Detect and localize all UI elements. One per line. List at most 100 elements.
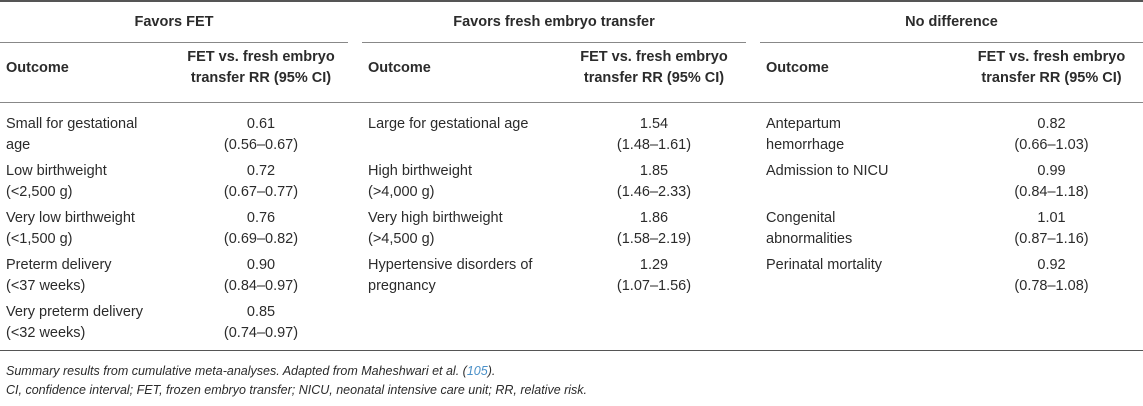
spacer (348, 0, 362, 43)
outcome-cell: Very high birthweight (>4,500 g) (362, 208, 562, 255)
outcome-text: abnormalities (766, 231, 853, 247)
table-footnotes: Summary results from cumulative meta-ana… (6, 362, 587, 400)
spacer (746, 208, 760, 255)
spacer (348, 161, 362, 208)
ci-range: (0.84–0.97) (223, 278, 299, 294)
outcome-text: Perinatal mortality (766, 257, 883, 273)
outcome-text: hemorrhage (766, 137, 845, 153)
rr-cell (562, 302, 746, 351)
table-row: Very preterm delivery (<32 weeks) 0.85 (0.7… (0, 302, 1143, 351)
rr-cell: 0.99 (0.84–1.18) (960, 161, 1143, 208)
rr-cell: 0.92 (0.78–1.08) (960, 255, 1143, 302)
table-row: Low birthweight (<2,500 g) 0.72 (0.67–0.77)… (0, 161, 1143, 208)
group-header-favors-fet: Favors FET (0, 0, 348, 43)
table-row: Preterm delivery (<37 weeks) 0.90 (0.84–0.9… (0, 255, 1143, 302)
outcome-text: Very low birthweight (6, 210, 135, 226)
outcome-text (766, 276, 960, 297)
outcome-cell: Preterm delivery (<37 weeks) (0, 255, 174, 302)
outcome-cell: Congenital abnormalities (760, 208, 960, 255)
group-header-favors-fresh: Favors fresh embryo transfer (362, 0, 746, 43)
table-row: Very low birthweight (<1,500 g) 0.76 (0.69–… (0, 208, 1143, 255)
outcome-text: Preterm delivery (6, 257, 112, 273)
outcome-text: Low birthweight (6, 163, 107, 179)
rr-value (960, 302, 1143, 323)
column-header-outcome: Outcome (760, 42, 960, 103)
results-table: Favors FET Favors fresh embryo transfer … (0, 0, 1143, 351)
outcome-text: (<37 weeks) (6, 278, 86, 294)
spacer (746, 0, 760, 43)
outcome-text: (>4,500 g) (368, 231, 435, 247)
rr-value (562, 302, 746, 323)
column-header-outcome: Outcome (362, 42, 562, 103)
column-header-rr: FET vs. fresh embryo transfer RR (95% CI) (174, 42, 348, 103)
reference-link[interactable]: 105 (466, 364, 488, 378)
outcome-cell: Very preterm delivery (<32 weeks) (0, 302, 174, 351)
outcome-cell (362, 302, 562, 351)
footnote-source: Summary results from cumulative meta-ana… (6, 364, 496, 378)
ci-range: (1.07–1.56) (616, 278, 692, 294)
rr-value: 0.76 (246, 210, 276, 226)
ci-range: (0.56–0.67) (223, 137, 299, 153)
ci-range (960, 323, 1143, 344)
rr-cell: 0.82 (0.66–1.03) (960, 103, 1143, 162)
rr-value: 1.54 (639, 116, 669, 132)
outcome-cell: High birthweight (>4,000 g) (362, 161, 562, 208)
outcome-text: Antepartum (766, 116, 841, 132)
spacer (348, 42, 362, 103)
rr-cell: 1.85 (1.46–2.33) (562, 161, 746, 208)
outcome-cell: Hypertensive disorders of pregnancy (362, 255, 562, 302)
spacer (348, 103, 362, 162)
rr-cell: 1.29 (1.07–1.56) (562, 255, 746, 302)
table-row: Small for gestational age 0.61 (0.56–0.67) L… (0, 103, 1143, 162)
rr-cell: 1.86 (1.58–2.19) (562, 208, 746, 255)
rr-value: 0.72 (246, 163, 276, 179)
outcome-text: (<32 weeks) (6, 325, 86, 341)
outcome-text (368, 135, 562, 156)
ci-range: (0.66–1.03) (1014, 137, 1089, 153)
ci-range: (0.69–0.82) (223, 231, 299, 247)
outcome-text: Hypertensive disorders of (368, 257, 533, 273)
outcome-cell: Antepartum hemorrhage (760, 103, 960, 162)
spacer (348, 302, 362, 351)
spacer (746, 42, 760, 103)
outcome-text: Very preterm delivery (6, 304, 143, 320)
rr-cell: 0.61 (0.56–0.67) (174, 103, 348, 162)
outcome-text: Small for gestational (6, 116, 138, 132)
outcome-text: (>4,000 g) (368, 184, 435, 200)
ci-range: (0.87–1.16) (1014, 231, 1089, 247)
spacer (746, 255, 760, 302)
rr-cell: 0.76 (0.69–0.82) (174, 208, 348, 255)
column-header-outcome: Outcome (0, 42, 174, 103)
rr-value: 1.86 (639, 210, 669, 226)
rr-cell (960, 302, 1143, 351)
ci-range: (0.84–1.18) (1014, 184, 1089, 200)
spacer (746, 161, 760, 208)
outcome-text (766, 182, 960, 203)
rr-value: 0.99 (1037, 163, 1066, 179)
rr-value: 0.61 (246, 116, 276, 132)
outcome-cell (760, 302, 960, 351)
rr-value: 0.82 (1037, 116, 1066, 132)
rr-value: 0.92 (1037, 257, 1066, 273)
ci-range: (0.74–0.97) (223, 325, 299, 341)
rr-value: 1.01 (1037, 210, 1066, 226)
column-header-rr: FET vs. fresh embryo transfer RR (95% CI) (960, 42, 1143, 103)
outcome-text: High birthweight (368, 163, 472, 179)
rr-value: 1.85 (639, 163, 669, 179)
rr-cell: 0.90 (0.84–0.97) (174, 255, 348, 302)
ci-range: (0.78–1.08) (1014, 278, 1089, 294)
outcome-cell: Low birthweight (<2,500 g) (0, 161, 174, 208)
outcome-text (766, 302, 960, 323)
outcome-cell: Perinatal mortality (760, 255, 960, 302)
outcome-cell: Admission to NICU (760, 161, 960, 208)
rr-cell: 0.85 (0.74–0.97) (174, 302, 348, 351)
outcome-text (368, 323, 562, 344)
rr-cell: 1.01 (0.87–1.16) (960, 208, 1143, 255)
ci-range: (1.48–1.61) (616, 137, 692, 153)
rr-value: 0.85 (246, 304, 276, 320)
spacer (746, 302, 760, 351)
outcome-text: Large for gestational age (368, 116, 529, 132)
outcome-text: Admission to NICU (766, 163, 889, 179)
rr-value: 1.29 (639, 257, 669, 273)
